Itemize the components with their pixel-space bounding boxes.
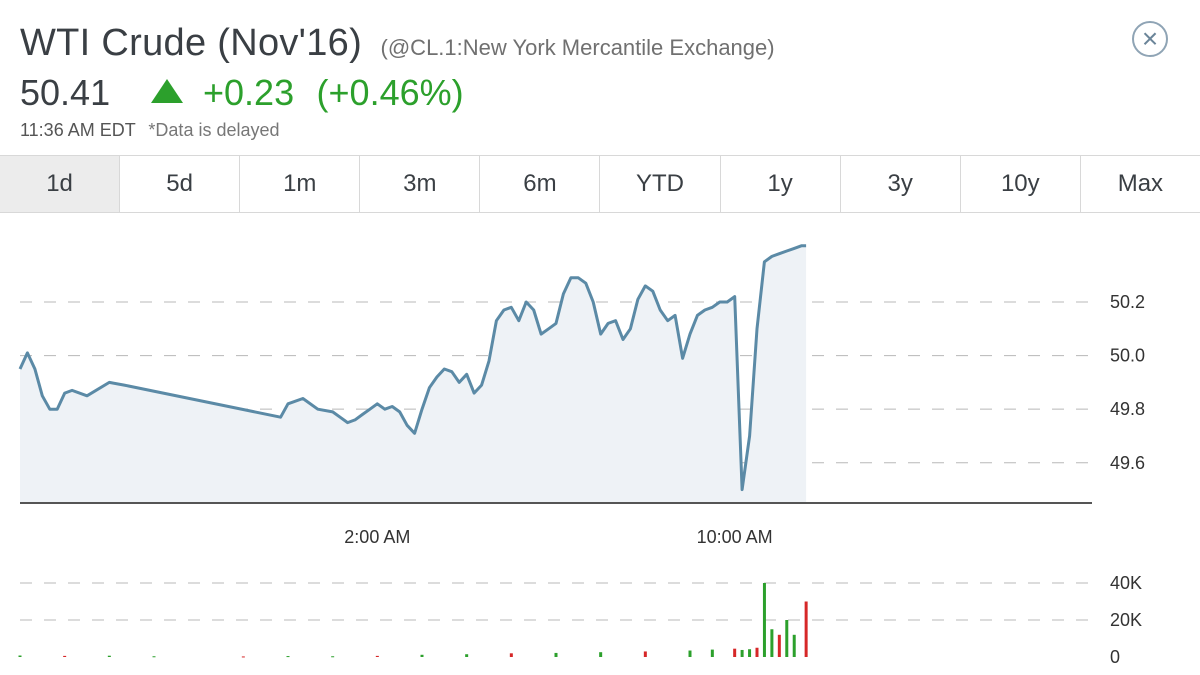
tab-6m[interactable]: 6m <box>480 156 601 212</box>
price-ytick-label: 50.0 <box>1110 346 1145 366</box>
price-area-fill <box>20 245 807 503</box>
volume-bar <box>18 655 22 657</box>
tab-1m[interactable]: 1m <box>240 156 361 212</box>
close-circle-icon[interactable]: × <box>1132 21 1168 57</box>
price-xtick-label: 2:00 AM <box>344 527 410 547</box>
volume-bar <box>420 654 424 657</box>
volume-bar <box>770 629 774 657</box>
volume-bar <box>63 655 67 657</box>
volume-bar <box>733 648 737 657</box>
volume-bar <box>599 652 603 657</box>
price-row: 50.41 +0.23 (+0.46%) <box>20 72 464 114</box>
up-arrow-icon <box>150 79 183 103</box>
instrument-title: WTI Crude (Nov'16) <box>20 22 363 64</box>
price-ytick-label: 50.2 <box>1110 292 1145 312</box>
volume-bar <box>107 655 111 657</box>
volume-bar <box>554 652 558 657</box>
delayed-note: *Data is delayed <box>148 120 280 140</box>
price-ytick-label: 49.8 <box>1110 399 1145 419</box>
volume-ytick-label: 20K <box>1110 610 1142 630</box>
tab-ytd[interactable]: YTD <box>600 156 721 212</box>
exchange-subtitle: (@CL.1:New York Mercantile Exchange) <box>380 35 775 60</box>
volume-bar <box>748 649 752 657</box>
volume-ytick-label: 0 <box>1110 647 1120 667</box>
volume-bar <box>688 650 692 657</box>
quote-header: WTI Crude (Nov'16) (@CL.1:New York Merca… <box>0 0 1200 150</box>
price-xtick-label: 10:00 AM <box>697 527 773 547</box>
volume-bar <box>785 620 789 657</box>
price-change-percent: (+0.46%) <box>316 72 464 113</box>
price-chart: 49.6 49.8 50.0 50.2 2:00 AM 10:00 AM 0 20K 40K <box>18 244 1145 667</box>
volume-bar <box>792 634 796 657</box>
volume-bar <box>465 654 469 657</box>
volume-bar <box>152 656 156 658</box>
title-row: WTI Crude (Nov'16) (@CL.1:New York Merca… <box>20 22 775 65</box>
volume-bar <box>755 647 759 657</box>
price-line <box>18 244 807 492</box>
tab-1d[interactable]: 1d <box>0 156 121 212</box>
last-price: 50.41 <box>20 72 111 113</box>
volume-bar <box>286 656 290 658</box>
volume-bar <box>740 649 744 657</box>
volume-ytick-label: 40K <box>1110 573 1142 593</box>
volume-bar <box>241 656 245 658</box>
quote-meta: 11:36 AM EDT *Data is delayed <box>20 120 280 141</box>
tab-10y[interactable]: 10y <box>961 156 1081 212</box>
tab-1y[interactable]: 1y <box>721 156 841 212</box>
tab-3y[interactable]: 3y <box>841 156 961 212</box>
volume-bar <box>375 655 379 657</box>
tab-5d[interactable]: 5d <box>120 156 241 212</box>
tab-max[interactable]: Max <box>1117 170 1164 197</box>
volume-bar <box>331 656 335 658</box>
price-change: +0.23 <box>203 72 295 113</box>
price-ytick-label: 49.6 <box>1110 453 1145 473</box>
quote-time: 11:36 AM EDT <box>20 120 136 140</box>
time-range-tabs: 1d 5d 1m 3m 6m YTD 1y 3y 10y Max <box>0 155 1200 213</box>
volume-bar <box>762 583 766 657</box>
volume-bar <box>509 653 513 657</box>
volume-bar <box>643 651 647 657</box>
volume-bar <box>710 649 714 657</box>
volume-bar <box>804 601 808 657</box>
volume-bar <box>777 634 781 657</box>
tab-3m[interactable]: 3m <box>360 156 481 212</box>
